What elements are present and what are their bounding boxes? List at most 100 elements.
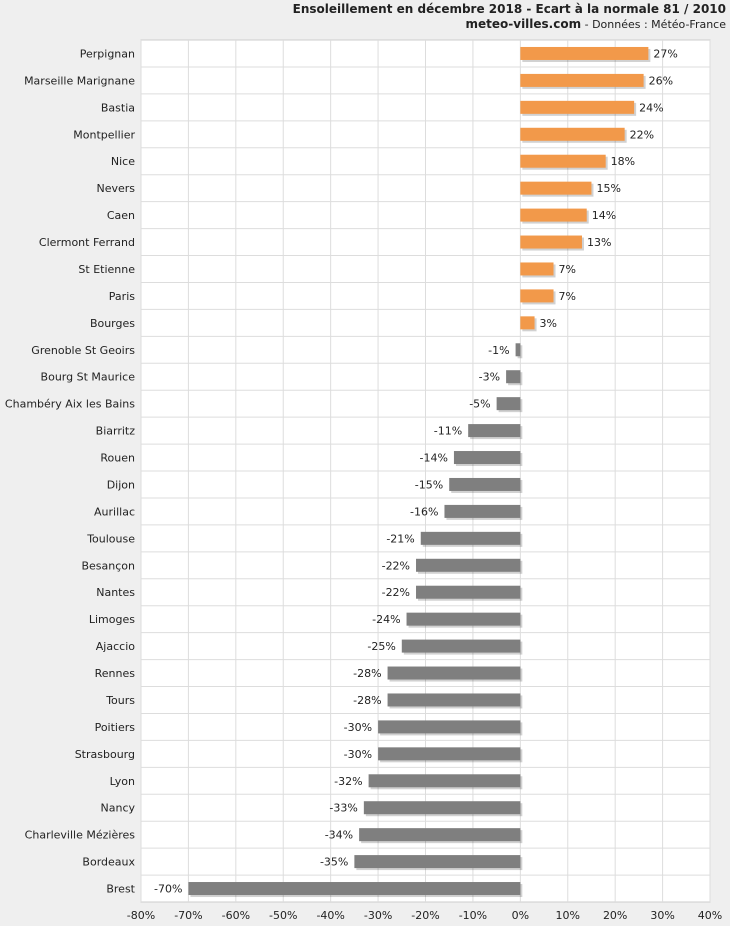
bar: [378, 747, 521, 761]
category-label: Poitiers: [95, 721, 136, 734]
category-label: Rouen: [100, 452, 135, 465]
value-label: 7%: [559, 290, 576, 303]
category-label: Montpellier: [73, 128, 135, 141]
bar: [387, 693, 521, 707]
bar: [401, 639, 521, 653]
value-label: -30%: [344, 721, 372, 734]
value-label: -5%: [469, 398, 490, 411]
bar: [378, 720, 521, 734]
subtitle-site: meteo-villes.com: [465, 17, 582, 31]
x-tick-label: 30%: [650, 909, 674, 922]
x-tick-label: 10%: [556, 909, 580, 922]
category-label: Marseille Marignane: [24, 74, 135, 87]
bar: [359, 828, 521, 842]
category-label: Biarritz: [96, 425, 136, 438]
category-label: Bourg St Maurice: [41, 371, 136, 384]
value-label: 7%: [559, 263, 576, 276]
category-label: Aurillac: [94, 505, 135, 518]
value-label: -70%: [154, 883, 182, 896]
bar: [416, 558, 521, 572]
category-label: Ajaccio: [96, 640, 135, 653]
category-label: Nevers: [96, 182, 135, 195]
x-tick-label: -10%: [459, 909, 487, 922]
bar: [520, 235, 582, 249]
bar: [520, 262, 554, 276]
value-label: -1%: [488, 344, 509, 357]
bar: [368, 774, 521, 788]
value-label: 13%: [587, 236, 611, 249]
value-label: -11%: [434, 425, 462, 438]
bar: [515, 343, 521, 357]
bar: [468, 424, 521, 438]
value-label: 18%: [611, 155, 635, 168]
bar: [506, 370, 521, 384]
bar: [406, 612, 521, 626]
category-label: Tours: [105, 694, 135, 707]
value-label: -33%: [329, 802, 357, 815]
bar: [520, 181, 592, 195]
chart-title: Ensoleillement en décembre 2018 - Ecart …: [292, 2, 726, 16]
x-tick-label: -70%: [174, 909, 202, 922]
value-label: -28%: [353, 694, 381, 707]
value-label: 14%: [592, 209, 616, 222]
value-label: 3%: [540, 317, 557, 330]
bar: [449, 477, 521, 491]
value-label: -15%: [415, 478, 443, 491]
category-label: Strasbourg: [75, 748, 135, 761]
category-label: Caen: [107, 209, 135, 222]
bar: [363, 801, 521, 815]
category-label: Charleville Mézières: [25, 829, 136, 842]
bar: [453, 451, 521, 465]
bar: [444, 504, 521, 518]
value-label: -32%: [334, 775, 362, 788]
subtitle-source: - Données : Météo-France: [581, 18, 726, 31]
value-label: 24%: [639, 101, 663, 114]
x-tick-label: -80%: [127, 909, 155, 922]
value-label: 26%: [649, 74, 673, 87]
bar: [520, 46, 649, 60]
value-label: -24%: [372, 613, 400, 626]
value-label: -30%: [344, 748, 372, 761]
bar: [420, 531, 521, 545]
bar: [520, 316, 535, 330]
value-label: 22%: [630, 128, 654, 141]
value-label: -16%: [410, 505, 438, 518]
value-label: -34%: [325, 829, 353, 842]
category-label: Bordeaux: [82, 856, 135, 869]
bar: [520, 208, 587, 222]
x-tick-label: -30%: [364, 909, 392, 922]
bar: [496, 397, 521, 411]
category-label: Rennes: [95, 667, 136, 680]
bar: [520, 154, 606, 168]
category-label: Toulouse: [86, 532, 135, 545]
category-label: Paris: [109, 290, 135, 303]
x-tick-label: 40%: [698, 909, 722, 922]
bar: [354, 855, 521, 869]
category-label: Besançon: [81, 559, 135, 572]
x-tick-label: 0%: [512, 909, 529, 922]
bar: [520, 100, 635, 114]
value-label: 27%: [653, 47, 677, 60]
bar: [520, 127, 625, 141]
category-label: Lyon: [110, 775, 135, 788]
category-label: Dijon: [107, 478, 135, 491]
value-label: -14%: [420, 452, 448, 465]
value-label: -22%: [382, 586, 410, 599]
value-label: -21%: [386, 532, 414, 545]
category-label: Bourges: [90, 317, 135, 330]
category-label: Nancy: [101, 802, 136, 815]
chart-subtitle: meteo-villes.com - Données : Météo-Franc…: [293, 17, 727, 32]
x-tick-label: -20%: [411, 909, 439, 922]
x-tick-label: 20%: [603, 909, 627, 922]
category-label: Clermont Ferrand: [39, 236, 135, 249]
category-label: Grenoble St Geoirs: [31, 344, 135, 357]
bar: [387, 666, 521, 680]
category-label: Brest: [106, 883, 135, 896]
category-label: Nice: [111, 155, 135, 168]
category-label: Bastia: [101, 101, 135, 114]
bar: [416, 585, 521, 599]
bar: [520, 289, 554, 303]
category-label: Nantes: [96, 586, 135, 599]
category-label: Perpignan: [80, 47, 135, 60]
